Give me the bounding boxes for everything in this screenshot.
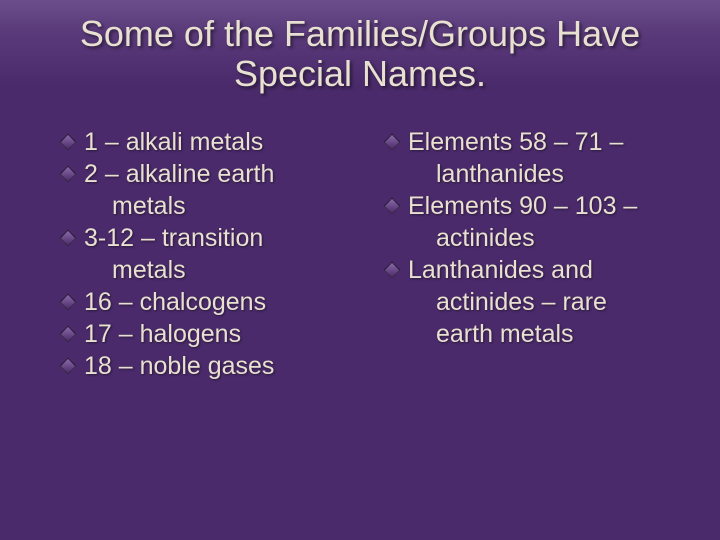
list-item-text-cont: metals — [84, 190, 356, 222]
list-item: 17 – halogens — [60, 318, 356, 350]
list-item-text-cont: metals — [84, 254, 356, 286]
list-item-text: Elements 90 – 103 – — [408, 192, 637, 220]
slide: Some of the Families/Groups Have Special… — [0, 0, 720, 540]
list-item: 2 – alkaline earthmetals — [60, 158, 356, 222]
list-item-text-cont: actinides — [408, 222, 680, 254]
list-item-text-cont: actinides – rare — [408, 286, 680, 318]
left-list: 1 – alkali metals 2 – alkaline earthmeta… — [60, 126, 356, 382]
list-item: Elements 90 – 103 –actinides — [384, 190, 680, 254]
list-item-text-cont: earth metals — [408, 318, 680, 350]
list-item-text: Lanthanides and — [408, 256, 593, 284]
list-item: 18 – noble gases — [60, 350, 356, 382]
list-item: Lanthanides andactinides – rareearth met… — [384, 254, 680, 350]
page-title: Some of the Families/Groups Have Special… — [0, 14, 720, 95]
right-column: Elements 58 – 71 –lanthanides Elements 9… — [384, 126, 680, 382]
left-column: 1 – alkali metals 2 – alkaline earthmeta… — [60, 126, 356, 382]
list-item-text: 1 – alkali metals — [84, 128, 263, 156]
list-item: 1 – alkali metals — [60, 126, 356, 158]
list-item: 3-12 – transitionmetals — [60, 222, 356, 286]
list-item-text: Elements 58 – 71 – — [408, 128, 623, 156]
list-item-text: 16 – chalcogens — [84, 288, 266, 316]
list-item-text: 17 – halogens — [84, 320, 241, 348]
list-item-text: 3-12 – transition — [84, 224, 263, 252]
content-columns: 1 – alkali metals 2 – alkaline earthmeta… — [60, 126, 680, 382]
list-item: Elements 58 – 71 –lanthanides — [384, 126, 680, 190]
list-item-text: 18 – noble gases — [84, 352, 274, 380]
list-item-text: 2 – alkaline earth — [84, 160, 274, 188]
right-list: Elements 58 – 71 –lanthanides Elements 9… — [384, 126, 680, 350]
list-item-text-cont: lanthanides — [408, 158, 680, 190]
list-item: 16 – chalcogens — [60, 286, 356, 318]
